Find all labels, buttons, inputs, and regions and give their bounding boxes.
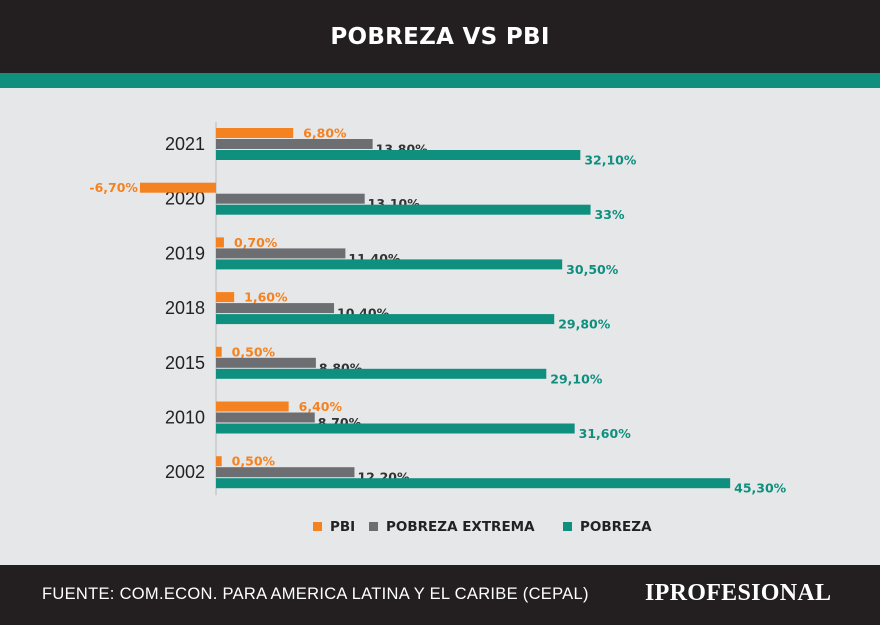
pobreza-bar (216, 478, 731, 489)
pobreza-data-label: 31,60% (579, 426, 632, 441)
pbi-data-label: 1,60% (244, 290, 288, 305)
pbi-bar (216, 401, 289, 412)
year-tick-label: 2015 (165, 353, 205, 373)
year-tick-label: 2020 (165, 189, 205, 209)
pobreza-extrema-bar (216, 467, 355, 478)
legend-label-pobreza: POBREZA (580, 519, 652, 535)
pbi-bar (216, 346, 222, 357)
legend-swatch-pobreza (563, 522, 572, 531)
pbi-bar (216, 128, 294, 138)
brand-logo: IPROFESIONAL (645, 580, 832, 606)
pobreza-extrema-bar (216, 412, 315, 423)
pbi-data-label: 6,80% (303, 126, 347, 141)
accent-stripe (0, 73, 880, 88)
legend-label-pbi: PBI (330, 519, 355, 535)
pobreza-extrema-bar (216, 248, 346, 259)
year-tick-label: 2010 (165, 408, 205, 428)
pbi-data-label: 0,70% (234, 235, 278, 250)
pbi-bar (216, 237, 224, 248)
pobreza-data-label: 29,80% (558, 317, 611, 332)
pbi-data-label: 0,50% (232, 454, 276, 469)
pobreza-bar (216, 259, 563, 270)
pbi-bar (139, 182, 216, 193)
year-tick-label: 2021 (165, 134, 205, 154)
pbi-data-label: 6,40% (299, 399, 343, 414)
pobreza-data-label: 29,10% (550, 371, 603, 386)
pobreza-data-label: 32,10% (584, 153, 637, 168)
pobreza-data-label: 33% (595, 207, 625, 222)
pobreza-bar (216, 423, 575, 434)
pbi-data-label: -6,70% (89, 180, 138, 195)
pobreza-bar (216, 314, 555, 325)
pobreza-data-label: 45,30% (734, 481, 787, 496)
pbi-bar (216, 292, 235, 303)
pobreza-extrema-bar (216, 193, 365, 204)
pobreza-extrema-bar (216, 303, 335, 314)
legend-swatch-pobreza-extrema (369, 522, 378, 531)
header-bar: POBREZA VS PBI (0, 0, 880, 73)
source-text: FUENTE: COM.ECON. PARA AMERICA LATINA Y … (42, 585, 589, 603)
pobreza-bar (216, 150, 581, 160)
legend-swatch-pbi (313, 522, 322, 531)
year-tick-label: 2019 (165, 243, 205, 263)
pbi-bar (216, 456, 222, 467)
pobreza-bar (216, 368, 547, 379)
pbi-data-label: 0,50% (232, 344, 276, 359)
pobreza-data-label: 30,50% (566, 262, 619, 277)
chart-area: 20216,80%13,80%32,10%2020-6,70%13,10%33%… (89, 122, 787, 535)
chart-title: POBREZA VS PBI (330, 23, 550, 50)
footer-bar: FUENTE: COM.ECON. PARA AMERICA LATINA Y … (0, 565, 880, 625)
pobreza-extrema-bar (216, 357, 316, 368)
legend-label-pobreza-extrema: POBREZA EXTREMA (386, 519, 535, 535)
year-tick-label: 2002 (165, 462, 205, 482)
year-tick-label: 2018 (165, 298, 205, 318)
pobreza-bar (216, 204, 591, 215)
pobreza-extrema-bar (216, 139, 373, 149)
